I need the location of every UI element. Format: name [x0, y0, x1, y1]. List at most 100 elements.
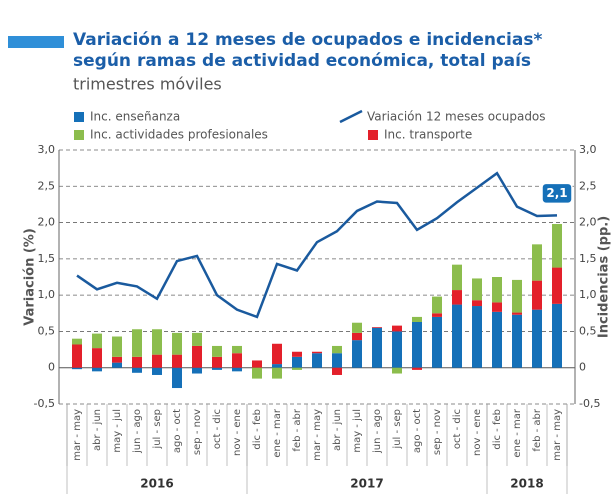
bar [312, 353, 322, 368]
bar [552, 267, 562, 304]
bar [292, 367, 302, 370]
bar [92, 333, 102, 349]
bar [432, 296, 442, 314]
bar [252, 360, 262, 368]
bar [512, 314, 522, 368]
bar [492, 311, 502, 368]
bar [172, 332, 182, 355]
bar [212, 345, 222, 357]
chart-subtitle: trimestres móviles [73, 75, 222, 94]
value-label: 2,1 [546, 186, 567, 200]
x-tick-label: ago - oct [412, 409, 423, 453]
bar [392, 367, 402, 374]
bar [112, 356, 122, 363]
y-tick-label: 3,0 [38, 143, 56, 156]
y-tick-label: -0,5 [34, 397, 55, 410]
y2-tick-label: 0,5 [579, 324, 597, 337]
chart-title: Variación a 12 meses de ocupados e incid… [73, 30, 542, 50]
bar [292, 356, 302, 368]
bar [432, 313, 442, 317]
y-tick-label: 1,0 [38, 288, 56, 301]
bar [412, 367, 422, 370]
bar [152, 367, 162, 375]
y2-tick-label: 1,5 [579, 252, 597, 265]
y-tick-label: 0,5 [38, 324, 56, 337]
x-tick-label: ene - mar [272, 408, 283, 457]
x-tick-label: dic - feb [492, 409, 503, 450]
y2-tick-label: 2,0 [579, 216, 597, 229]
legend-line [339, 109, 363, 124]
line [76, 171, 558, 319]
bar [232, 367, 242, 372]
bar [72, 338, 82, 345]
year-label: 2016 [140, 477, 173, 491]
bar [532, 280, 542, 310]
bar [352, 322, 362, 333]
bar [332, 345, 342, 354]
bar [172, 367, 182, 389]
bar [352, 340, 362, 368]
chart-title: según ramas de actividad económica, tota… [73, 51, 531, 71]
bar [452, 304, 462, 368]
bar [512, 312, 522, 315]
legend-label: Inc. actividades profesionales [90, 128, 268, 142]
y-tick-label: 1,5 [38, 252, 56, 265]
y2-tick-label: -0,5 [579, 397, 600, 410]
bar [112, 362, 122, 368]
legend-label: Variación 12 meses ocupados [367, 110, 546, 124]
legend-swatch [74, 130, 84, 140]
x-tick-label: sep - nov [192, 409, 203, 455]
bar [272, 364, 282, 368]
value-label-box [541, 182, 573, 205]
bar [372, 327, 382, 368]
x-tick-label: nov - ene [232, 409, 243, 456]
bar [332, 353, 342, 368]
bar [332, 367, 342, 375]
bar [372, 327, 382, 328]
bar [412, 316, 422, 322]
x-tick-label: jul - sep [152, 409, 163, 450]
bar [472, 306, 482, 368]
bar [132, 329, 142, 357]
bar [452, 264, 462, 291]
bar [72, 344, 82, 368]
bar [212, 356, 222, 368]
x-tick-label: ago - oct [172, 409, 183, 453]
bar [72, 367, 82, 370]
x-tick-label: mar - may [552, 409, 563, 461]
x-tick-label: abr - jun [332, 409, 343, 451]
x-tick-label: mar - may [72, 409, 83, 461]
bar [492, 302, 502, 312]
bar [452, 290, 462, 305]
y2-tick-label: 2,5 [579, 179, 597, 192]
bar [392, 331, 402, 368]
bar [312, 351, 322, 354]
x-tick-label: oct - dic [452, 409, 463, 449]
legend-swatch [368, 130, 378, 140]
bar [132, 367, 142, 373]
title-marker [8, 36, 64, 48]
bar [152, 354, 162, 368]
x-tick-label: jun - ago [132, 409, 143, 454]
y2-tick-label: 3,0 [579, 143, 597, 156]
year-label: 2018 [510, 477, 543, 491]
legend-swatch [74, 112, 84, 122]
bar [92, 348, 102, 368]
x-tick-label: feb - abr [292, 408, 303, 451]
x-tick-label: ene - mar [512, 408, 523, 457]
bar [492, 277, 502, 303]
y-axis-label: Variación (%) [23, 228, 38, 326]
x-tick-label: mar - may [312, 409, 323, 461]
x-tick-label: jul - sep [392, 409, 403, 450]
bar [272, 343, 282, 365]
bar [112, 336, 122, 357]
bar [472, 300, 482, 307]
bar [552, 224, 562, 268]
bar [92, 367, 102, 372]
x-tick-label: nov - ene [472, 409, 483, 456]
x-tick-label: feb - abr [532, 408, 543, 451]
bar [172, 354, 182, 368]
x-tick-label: abr - jun [92, 409, 103, 451]
y-tick-label: 2,0 [38, 216, 56, 229]
bar [132, 356, 142, 368]
